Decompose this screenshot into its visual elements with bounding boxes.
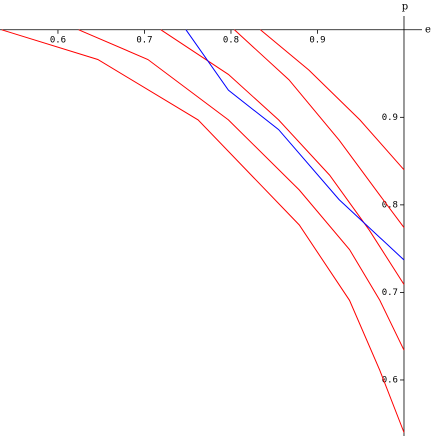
- y-tick-label: 0.7: [382, 288, 398, 298]
- x-tick-label: 0.6: [50, 35, 66, 45]
- y-tick-label: 0.8: [382, 200, 398, 210]
- y-tick-label: 0.9: [382, 113, 398, 123]
- y-axis-label: p: [402, 2, 408, 13]
- x-tick-label: 0.7: [136, 35, 152, 45]
- x-tick-label: 0.9: [309, 35, 325, 45]
- curve: [260, 29, 405, 171]
- x-tick-label: 0.8: [223, 35, 239, 45]
- x-axis-label: e: [425, 25, 431, 36]
- y-tick-label: 0.6: [382, 375, 398, 385]
- curve: [160, 29, 405, 285]
- curve: [185, 29, 405, 261]
- curve: [78, 29, 405, 351]
- curve: [234, 29, 405, 228]
- curve: [1, 29, 405, 433]
